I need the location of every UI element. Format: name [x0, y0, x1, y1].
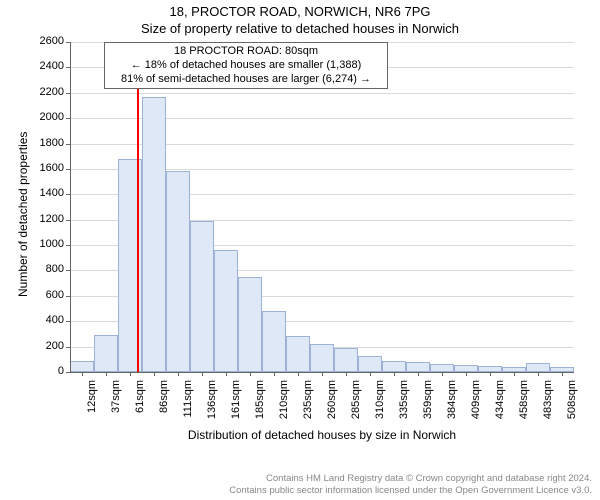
bar — [214, 250, 238, 372]
x-tick-label: 409sqm — [470, 380, 482, 420]
y-tick-label: 200 — [34, 340, 64, 352]
y-tick-label: 1200 — [34, 213, 64, 225]
bar — [262, 311, 286, 372]
x-tick-label: 235sqm — [302, 380, 314, 420]
chart-container: 18, PROCTOR ROAD, NORWICH, NR6 7PG Size … — [0, 0, 600, 500]
info-box-line3: 81% of semi-detached houses are larger (… — [111, 73, 381, 87]
y-tick-label: 1800 — [34, 137, 64, 149]
footer-line2: Contains public sector information licen… — [8, 485, 592, 496]
bar — [166, 171, 190, 372]
y-tick-label: 400 — [34, 314, 64, 326]
y-tick-label: 2600 — [34, 35, 64, 47]
x-tick-label: 12sqm — [86, 380, 98, 420]
bar — [310, 344, 334, 372]
info-box-line2: ← 18% of detached houses are smaller (1,… — [111, 59, 381, 73]
bar — [238, 277, 262, 372]
y-tick-label: 2000 — [34, 111, 64, 123]
bar — [286, 336, 310, 372]
y-tick-label: 1600 — [34, 162, 64, 174]
y-axis — [70, 42, 71, 372]
y-tick-label: 0 — [34, 365, 64, 377]
y-tick-label: 1000 — [34, 238, 64, 250]
x-tick-label: 61sqm — [134, 380, 146, 420]
x-tick-label: 384sqm — [446, 380, 458, 420]
y-tick-label: 600 — [34, 289, 64, 301]
bar — [70, 361, 94, 372]
bar — [430, 364, 454, 372]
footer-line1: Contains HM Land Registry data © Crown c… — [8, 473, 592, 484]
x-tick-label: 434sqm — [494, 380, 506, 420]
x-tick-label: 310sqm — [374, 380, 386, 420]
y-axis-label: Number of detached properties — [16, 132, 30, 297]
chart-title-line1: 18, PROCTOR ROAD, NORWICH, NR6 7PG — [0, 0, 600, 19]
y-tick-label: 800 — [34, 263, 64, 275]
x-tick-label: 458sqm — [518, 380, 530, 420]
x-tick-label: 185sqm — [254, 380, 266, 420]
x-tick-label: 483sqm — [542, 380, 554, 420]
info-box-line1: 18 PROCTOR ROAD: 80sqm — [111, 45, 381, 59]
bar — [142, 97, 166, 372]
bar — [190, 221, 214, 372]
x-tick-label: 210sqm — [278, 380, 290, 420]
x-tick-label: 86sqm — [158, 380, 170, 420]
x-axis-label: Distribution of detached houses by size … — [70, 428, 574, 442]
x-tick-label: 111sqm — [182, 380, 194, 420]
bar — [334, 348, 358, 372]
bar — [526, 363, 550, 372]
x-tick-label: 136sqm — [206, 380, 218, 420]
footer-attribution: Contains HM Land Registry data © Crown c… — [8, 473, 592, 496]
chart-title-line2: Size of property relative to detached ho… — [0, 19, 600, 36]
x-tick-label: 508sqm — [566, 380, 578, 420]
x-tick-label: 335sqm — [398, 380, 410, 420]
x-tick-label: 161sqm — [230, 380, 242, 420]
info-box: 18 PROCTOR ROAD: 80sqm ← 18% of detached… — [104, 42, 388, 89]
bar — [454, 365, 478, 372]
x-tick-label: 260sqm — [326, 380, 338, 420]
bar — [358, 356, 382, 373]
bar — [406, 362, 430, 372]
bar — [382, 361, 406, 372]
y-tick-label: 2200 — [34, 86, 64, 98]
y-tick-label: 2400 — [34, 60, 64, 72]
marker-line — [137, 42, 139, 372]
x-axis — [70, 372, 574, 373]
x-tick-label: 359sqm — [422, 380, 434, 420]
y-tick-label: 1400 — [34, 187, 64, 199]
x-tick-label: 285sqm — [350, 380, 362, 420]
x-tick-label: 37sqm — [110, 380, 122, 420]
bar — [94, 335, 118, 372]
grid-line — [70, 93, 574, 94]
